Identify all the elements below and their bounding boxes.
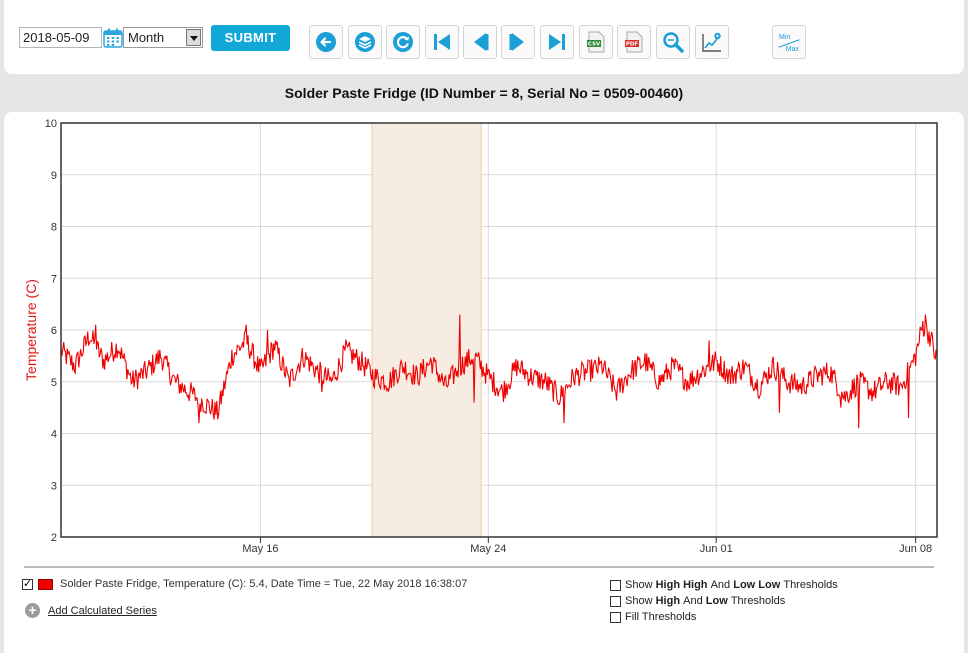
submit-button[interactable]: SUBMIT [211, 25, 290, 51]
y-axis-label: Temperature (C) [23, 279, 39, 381]
period-select[interactable]: Month [123, 27, 203, 48]
y-tick-label: 6 [51, 325, 57, 337]
csv-button[interactable]: CSV [579, 25, 613, 59]
skip-last-icon [549, 34, 565, 50]
toolbar: 2018-05-09 Month SUBMIT [4, 0, 964, 74]
legend-item[interactable]: Solder Paste Fridge, Temperature (C): 5.… [22, 577, 468, 590]
min-label: Min [779, 34, 791, 41]
skip-first-icon [434, 34, 450, 50]
x-tick-label: Jun 08 [899, 543, 932, 555]
y-tick-label: 10 [45, 118, 57, 130]
chevron-down-icon [186, 29, 201, 46]
add-calculated-series[interactable]: + Add Calculated Series [25, 603, 157, 618]
refresh-button[interactable] [386, 25, 420, 59]
calendar-icon[interactable] [102, 27, 124, 49]
thr2-post: Thresholds [730, 595, 786, 607]
date-input[interactable]: 2018-05-09 [19, 27, 102, 48]
y-axis: 2 3 4 5 6 7 8 9 10 [45, 118, 57, 544]
high-low-checkbox[interactable] [610, 595, 621, 607]
period-select-value: Month [128, 30, 165, 45]
y-tick-label: 3 [51, 480, 57, 492]
min-max-icon: Min Max [773, 33, 805, 54]
thr1-post: Thresholds [783, 579, 838, 591]
previous-icon [474, 33, 489, 51]
plus-circle-icon[interactable]: + [25, 603, 40, 618]
pdf-button[interactable]: PDF [617, 25, 651, 59]
zoom-icon [663, 32, 684, 53]
series-line [60, 314, 938, 429]
x-axis: May 16 May 24 Jun 01 Jun 08 [242, 537, 932, 555]
thr1-pre: Show [625, 579, 653, 591]
thr2-mid: And [683, 595, 703, 607]
pdf-file-icon: PDF [625, 31, 643, 53]
back-button[interactable] [309, 25, 343, 59]
high-low-toggle[interactable]: Show High And Low Thresholds [610, 593, 838, 609]
high-high-low-low-toggle[interactable]: Show High High And Low Low Thresholds [610, 577, 838, 593]
highlight-band [371, 122, 482, 538]
plot-area [60, 122, 938, 538]
x-tick-label: Jun 01 [700, 543, 733, 555]
thr1-b1: High High [655, 579, 708, 591]
previous-button[interactable] [463, 25, 497, 59]
thr1-b2: Low Low [733, 579, 781, 591]
y-tick-label: 9 [51, 170, 57, 182]
layers-icon [355, 32, 375, 52]
high-high-low-low-checkbox[interactable] [610, 579, 621, 591]
csv-file-icon: CSV [587, 31, 605, 53]
thr3-label: Fill Thresholds [625, 611, 697, 623]
y-tick-label: 2 [51, 532, 57, 544]
csv-file-label: CSV [588, 42, 601, 48]
grid [61, 122, 937, 538]
thr2-pre: Show [625, 595, 653, 607]
fill-thresholds-toggle[interactable]: Fill Thresholds [610, 609, 838, 625]
series-checkbox[interactable] [22, 577, 33, 590]
layers-button[interactable] [348, 25, 382, 59]
chart[interactable]: 2 3 4 5 6 7 8 9 10 May 16 May 24 Jun 01 Jun 08 Temp… [0, 0, 968, 570]
next-icon [509, 33, 524, 51]
min-max-button[interactable]: Min Max [772, 25, 806, 59]
series-color-swatch[interactable] [38, 578, 53, 590]
y-tick-label: 4 [51, 429, 57, 441]
thr2-b1: High [655, 595, 681, 607]
fill-thresholds-checkbox[interactable] [610, 611, 621, 623]
x-tick-label: May 24 [470, 543, 506, 555]
y-tick-label: 7 [51, 273, 57, 285]
chart-title: Solder Paste Fridge (ID Number = 8, Seri… [284, 85, 684, 101]
next-button[interactable] [501, 25, 535, 59]
last-button[interactable] [540, 25, 574, 59]
y-tick-label: 8 [51, 222, 57, 234]
add-calculated-series-link[interactable]: Add Calculated Series [48, 604, 157, 617]
thr1-mid: And [710, 579, 731, 591]
max-label: Max [785, 46, 799, 53]
x-tick-label: May 16 [242, 543, 278, 555]
thr2-b2: Low [705, 595, 728, 607]
first-button[interactable] [425, 25, 459, 59]
arrow-left-icon [316, 32, 336, 52]
y-tick-label: 5 [51, 377, 57, 389]
series-label: Solder Paste Fridge, Temperature (C): 5.… [60, 578, 468, 590]
series-layer [60, 314, 938, 429]
chart-settings-button[interactable] [695, 25, 729, 59]
refresh-icon [393, 32, 413, 52]
pdf-file-label: PDF [626, 42, 639, 48]
chart-gear-icon [702, 32, 721, 52]
threshold-options: Show High High And Low Low Thresholds Sh… [610, 577, 838, 625]
zoom-button[interactable] [656, 25, 690, 59]
